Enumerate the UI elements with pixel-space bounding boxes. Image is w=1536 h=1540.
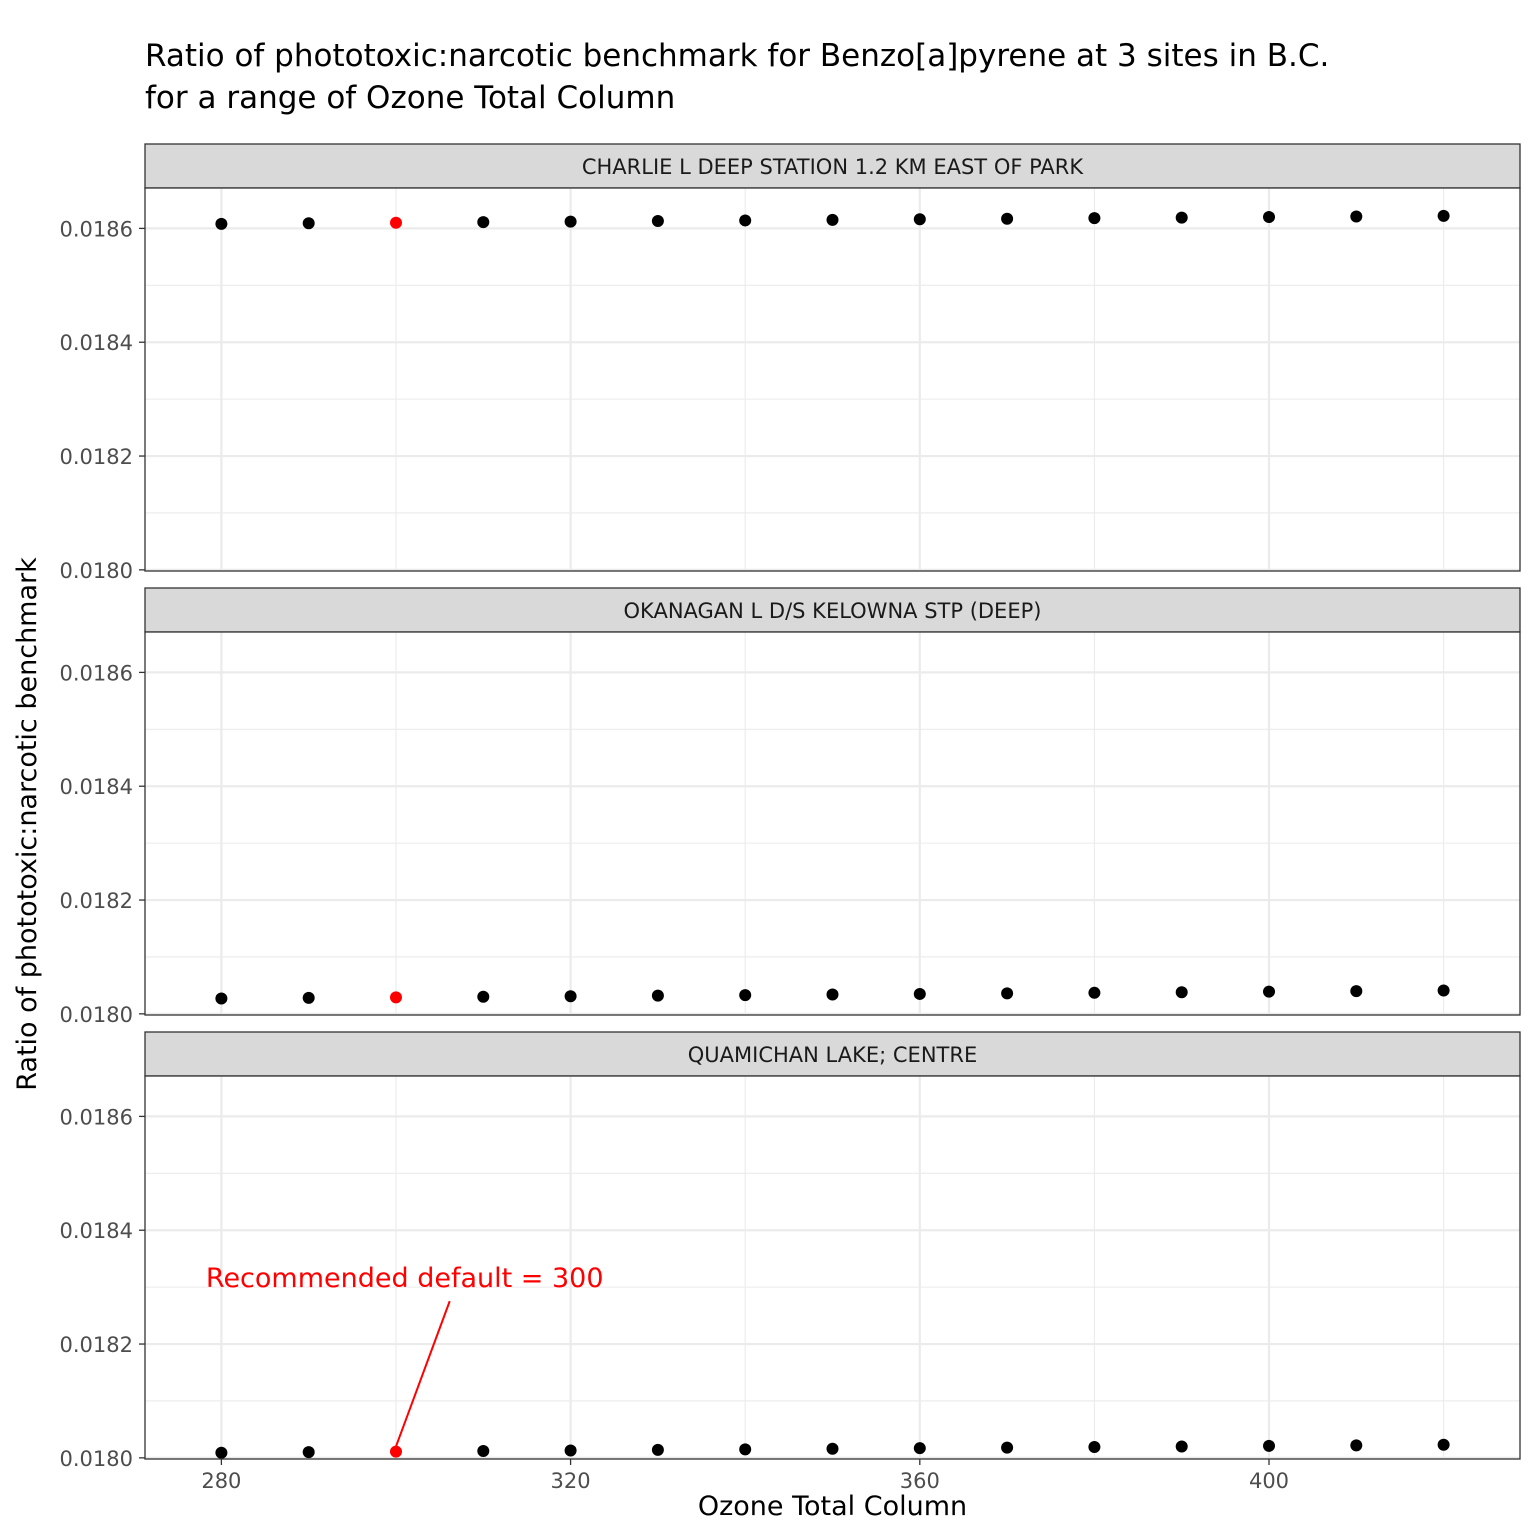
data-point bbox=[913, 213, 926, 226]
data-point bbox=[477, 990, 490, 1003]
highlight-point bbox=[389, 216, 402, 229]
data-point bbox=[1437, 1438, 1450, 1451]
y-tick-label: 0.0182 bbox=[60, 1333, 133, 1357]
data-point bbox=[1175, 986, 1188, 999]
panel-border bbox=[144, 1075, 1521, 1460]
chart-title-line: for a range of Ozone Total Column bbox=[145, 80, 675, 116]
data-point bbox=[215, 217, 228, 230]
data-point bbox=[1263, 211, 1276, 224]
y-tick-label: 0.0184 bbox=[60, 1219, 133, 1243]
x-tick-label: 400 bbox=[1249, 1469, 1289, 1493]
data-point bbox=[564, 990, 577, 1003]
data-point bbox=[1437, 209, 1450, 222]
facet-strip-label: CHARLIE L DEEP STATION 1.2 KM EAST OF PA… bbox=[582, 155, 1085, 179]
data-point bbox=[1088, 1441, 1101, 1454]
highlight-point bbox=[389, 991, 402, 1004]
panel-border bbox=[144, 631, 1521, 1016]
data-point bbox=[477, 1445, 490, 1458]
facet-strip-label: OKANAGAN L D/S KELOWNA STP (DEEP) bbox=[624, 599, 1042, 623]
data-point bbox=[1001, 987, 1014, 1000]
x-tick-label: 360 bbox=[900, 1469, 940, 1493]
data-point bbox=[826, 213, 839, 226]
data-point bbox=[1001, 212, 1014, 225]
x-tick-label: 280 bbox=[201, 1469, 241, 1493]
data-point bbox=[302, 991, 315, 1004]
data-point bbox=[215, 1446, 228, 1459]
data-point bbox=[564, 215, 577, 228]
y-tick-label: 0.0184 bbox=[60, 331, 133, 355]
annotation-leader-line bbox=[395, 1300, 451, 1447]
data-point bbox=[1263, 1439, 1276, 1452]
data-point bbox=[913, 987, 926, 1000]
data-point bbox=[1001, 1441, 1014, 1454]
data-point bbox=[1263, 985, 1276, 998]
y-tick-label: 0.0186 bbox=[60, 217, 133, 241]
data-point bbox=[1175, 211, 1188, 224]
chart-title-line: Ratio of phototoxic:narcotic benchmark f… bbox=[145, 38, 1329, 74]
data-point bbox=[651, 989, 664, 1002]
data-point bbox=[826, 1442, 839, 1455]
data-point bbox=[1088, 212, 1101, 225]
facet-strip-label: QUAMICHAN LAKE; CENTRE bbox=[688, 1043, 977, 1067]
data-point bbox=[1088, 986, 1101, 999]
data-point bbox=[739, 989, 752, 1002]
y-tick-label: 0.0186 bbox=[60, 1105, 133, 1129]
data-point bbox=[651, 1443, 664, 1456]
y-tick-label: 0.0182 bbox=[60, 445, 133, 469]
data-point bbox=[302, 1446, 315, 1459]
data-point bbox=[739, 214, 752, 227]
panel-background bbox=[145, 1076, 1520, 1459]
data-point bbox=[1437, 984, 1450, 997]
y-tick-label: 0.0180 bbox=[60, 1447, 133, 1471]
data-point bbox=[1350, 1439, 1363, 1452]
data-point bbox=[739, 1443, 752, 1456]
facet-strip bbox=[144, 143, 1521, 189]
data-point bbox=[826, 988, 839, 1001]
y-tick-label: 0.0182 bbox=[60, 889, 133, 913]
y-tick-label: 0.0180 bbox=[60, 1003, 133, 1027]
data-point bbox=[302, 217, 315, 230]
data-point bbox=[1350, 210, 1363, 223]
panel-border bbox=[144, 187, 1521, 572]
data-point bbox=[477, 216, 490, 229]
x-tick-label: 320 bbox=[551, 1469, 591, 1493]
data-point bbox=[1175, 1440, 1188, 1453]
panel-background bbox=[145, 188, 1520, 571]
y-tick-label: 0.0180 bbox=[60, 559, 133, 583]
highlight-point bbox=[389, 1445, 402, 1458]
facet-strip bbox=[144, 1031, 1521, 1077]
data-point bbox=[215, 992, 228, 1005]
x-axis-title: Ozone Total Column bbox=[698, 1491, 967, 1522]
data-point bbox=[564, 1444, 577, 1457]
annotation-label: Recommended default = 300 bbox=[206, 1263, 604, 1294]
y-tick-label: 0.0186 bbox=[60, 661, 133, 685]
data-point bbox=[651, 215, 664, 228]
y-axis-title: Ratio of phototoxic:narcotic benchmark bbox=[12, 557, 43, 1091]
y-tick-label: 0.0184 bbox=[60, 775, 133, 799]
data-point bbox=[913, 1442, 926, 1455]
data-point bbox=[1350, 985, 1363, 998]
panel-background bbox=[145, 632, 1520, 1015]
